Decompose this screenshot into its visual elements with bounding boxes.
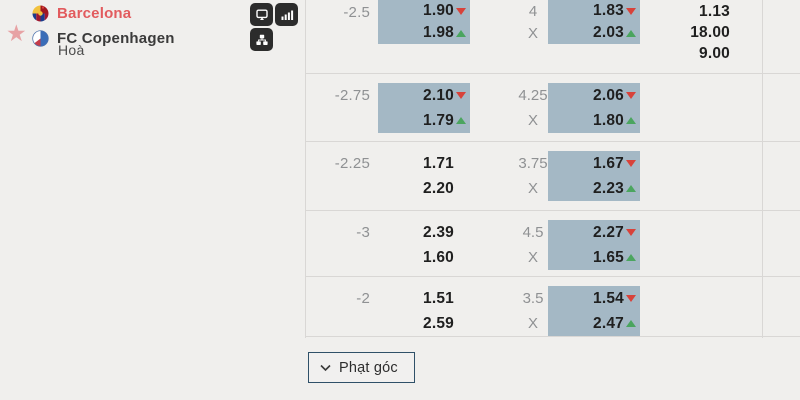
odds-up-arrow: [624, 114, 638, 128]
chevron-down-icon: [320, 364, 331, 371]
handicap-line-label: -2: [356, 290, 370, 307]
total-line-label: 4.5 X: [522, 224, 544, 266]
total-odds-cell[interactable]: 1.67 2.23: [548, 151, 640, 201]
stats-bars-icon[interactable]: [275, 3, 298, 26]
away-team-name: FC Copenhagen: [57, 29, 175, 47]
match-info-panel: ★ Barcelona: [0, 0, 305, 400]
total-line-label: 3.75 X: [518, 155, 548, 197]
odds-down-arrow: [454, 4, 468, 18]
odds-up-arrow: [624, 251, 638, 265]
handicap-odds-cell[interactable]: 1.51 2.59: [423, 289, 454, 332]
handicap-line-label: -2.25: [334, 155, 370, 172]
odds-row: -2.75 2.10 1.79 4.25 X 2.06 1.80: [306, 74, 800, 142]
odds-up-arrow: [624, 182, 638, 196]
match-odds-draw: 18.00: [690, 24, 730, 41]
total-odds-cell[interactable]: 2.06 1.80: [548, 83, 640, 133]
odds-table: -2.5 1.90 1.98 4 X 1.83 2.03 1.13 18.00 …: [306, 0, 800, 400]
corner-kick-expand-button[interactable]: Phạt góc: [308, 352, 415, 383]
corner-button-label: Phạt góc: [339, 359, 398, 376]
total-odds-cell[interactable]: 2.27 1.65: [548, 220, 640, 270]
draw-label: Hoà: [58, 42, 85, 58]
match-odds-away: 9.00: [699, 45, 730, 62]
home-team-name: Barcelona: [57, 4, 132, 22]
total-odds-cell[interactable]: 1.83 2.03: [548, 0, 640, 44]
odds-row: -2.5 1.90 1.98 4 X 1.83 2.03 1.13 18.00 …: [306, 0, 800, 74]
handicap-line-label: -2.75: [334, 87, 370, 104]
fc-copenhagen-crest-icon: [32, 29, 49, 47]
odds-down-arrow: [454, 89, 468, 103]
odds-up-arrow: [454, 26, 468, 40]
odds-row: -2 1.51 2.59 3.5 X 1.54 2.47: [306, 277, 800, 337]
odds-row: -3 2.39 1.60 4.5 X 2.27 1.65: [306, 211, 800, 277]
odds-down-arrow: [624, 226, 638, 240]
odds-down-arrow: [624, 292, 638, 306]
odds-row: -2.25 1.71 2.20 3.75 X 1.67 2.23: [306, 142, 800, 211]
odds-up-arrow: [624, 26, 638, 40]
match-odds-column[interactable]: 1.13 18.00 9.00: [640, 1, 730, 64]
total-line-label: 4 X: [527, 2, 538, 42]
live-tv-icon[interactable]: [250, 3, 273, 26]
total-line-label: 4.25 X: [518, 87, 548, 129]
lineup-sitemap-icon[interactable]: [250, 28, 273, 51]
total-odds-cell[interactable]: 1.54 2.47: [548, 286, 640, 336]
total-line-label: 3.5 X: [522, 290, 544, 332]
handicap-odds-cell[interactable]: 1.90 1.98: [378, 0, 470, 44]
handicap-line-label: -2.5: [343, 4, 370, 21]
favorite-star-icon[interactable]: ★: [6, 20, 27, 46]
odds-down-arrow: [624, 157, 638, 171]
handicap-line-label: -3: [356, 224, 370, 241]
odds-down-arrow: [624, 89, 638, 103]
odds-down-arrow: [624, 4, 638, 18]
away-team-row: FC Copenhagen: [32, 28, 175, 48]
odds-up-arrow: [454, 114, 468, 128]
handicap-odds-cell[interactable]: 2.10 1.79: [378, 83, 470, 133]
odds-up-arrow: [624, 317, 638, 331]
handicap-odds-cell[interactable]: 1.71 2.20: [423, 154, 454, 197]
home-team-row: Barcelona: [32, 3, 131, 23]
barcelona-crest-icon: [32, 5, 49, 21]
column-divider: [762, 0, 763, 338]
handicap-odds-cell[interactable]: 2.39 1.60: [423, 223, 454, 266]
match-odds-home: 1.13: [699, 3, 730, 20]
panel-divider: [305, 0, 306, 338]
